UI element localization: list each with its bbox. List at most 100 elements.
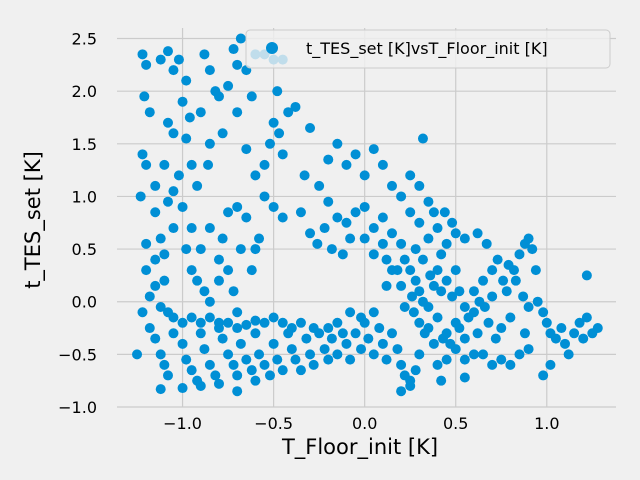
- data-point: [199, 344, 210, 355]
- data-point: [195, 107, 206, 118]
- data-point: [505, 312, 516, 323]
- data-point: [530, 265, 541, 276]
- data-point: [405, 380, 416, 391]
- data-point: [235, 33, 246, 44]
- data-point: [277, 149, 288, 160]
- data-point: [341, 338, 352, 349]
- data-point: [350, 149, 361, 160]
- x-tick-label: −1.0: [163, 414, 202, 433]
- data-point: [459, 372, 470, 383]
- data-point: [441, 275, 452, 286]
- data-point: [419, 328, 430, 339]
- data-points: [132, 33, 603, 397]
- data-point: [159, 275, 170, 286]
- data-point: [514, 249, 525, 260]
- data-point: [423, 196, 434, 207]
- data-point: [305, 123, 316, 134]
- data-point: [232, 107, 243, 118]
- data-point: [217, 333, 228, 344]
- data-point: [386, 180, 397, 191]
- data-point: [241, 319, 252, 330]
- data-point: [326, 333, 337, 344]
- data-point: [410, 275, 421, 286]
- y-axis-label: t_TES_set [K]: [21, 151, 46, 289]
- data-point: [150, 280, 161, 291]
- data-point: [496, 323, 507, 334]
- data-point: [159, 249, 170, 260]
- data-point: [396, 191, 407, 202]
- data-point: [155, 384, 166, 395]
- data-point: [259, 191, 270, 202]
- data-point: [454, 323, 465, 334]
- data-point: [141, 265, 152, 276]
- data-point: [286, 323, 297, 334]
- data-point: [308, 359, 319, 370]
- data-point: [250, 170, 261, 181]
- data-point: [217, 128, 228, 139]
- data-point: [581, 312, 592, 323]
- data-point: [396, 386, 407, 397]
- data-point: [527, 244, 538, 255]
- data-point: [319, 223, 330, 234]
- data-point: [223, 265, 234, 276]
- data-point: [359, 201, 370, 212]
- data-point: [177, 338, 188, 349]
- data-point: [264, 370, 275, 381]
- data-point: [319, 344, 330, 355]
- data-point: [195, 317, 206, 328]
- data-point: [541, 317, 552, 328]
- y-tick-label: 1.0: [72, 187, 97, 206]
- data-point: [186, 265, 197, 276]
- data-point: [144, 323, 155, 334]
- data-point: [592, 323, 603, 334]
- data-point: [141, 59, 152, 70]
- data-point: [332, 349, 343, 360]
- x-axis-label: T_Floor_init [K]: [281, 435, 438, 460]
- data-point: [159, 159, 170, 170]
- data-point: [392, 265, 403, 276]
- data-point: [184, 112, 195, 123]
- data-point: [399, 301, 410, 312]
- y-tick-label: 1.5: [72, 135, 97, 154]
- data-point: [181, 133, 192, 144]
- data-point: [368, 349, 379, 360]
- data-point: [210, 370, 221, 381]
- data-point: [323, 354, 334, 365]
- data-point: [326, 244, 337, 255]
- data-point: [377, 159, 388, 170]
- data-point: [259, 317, 270, 328]
- data-point: [228, 286, 239, 297]
- data-point: [550, 333, 561, 344]
- data-point: [341, 159, 352, 170]
- data-point: [162, 196, 173, 207]
- data-point: [363, 333, 374, 344]
- data-point: [168, 65, 179, 76]
- data-point: [223, 349, 234, 360]
- y-tick-label: 0.5: [72, 240, 97, 259]
- data-point: [459, 233, 470, 244]
- data-point: [181, 75, 192, 86]
- data-point: [408, 307, 419, 318]
- data-point: [381, 280, 392, 291]
- data-point: [514, 349, 525, 360]
- data-point: [277, 365, 288, 376]
- data-point: [445, 338, 456, 349]
- data-point: [195, 328, 206, 339]
- data-point: [241, 144, 252, 155]
- data-point: [578, 333, 589, 344]
- data-point: [254, 233, 265, 244]
- data-point: [155, 349, 166, 360]
- data-point: [396, 359, 407, 370]
- data-point: [492, 254, 503, 265]
- data-point: [417, 133, 428, 144]
- data-point: [368, 307, 379, 318]
- data-point: [150, 254, 161, 265]
- data-point: [301, 333, 312, 344]
- data-point: [213, 254, 224, 265]
- data-point: [295, 317, 306, 328]
- data-point: [356, 344, 367, 355]
- data-point: [481, 238, 492, 249]
- data-point: [177, 96, 188, 107]
- data-point: [168, 128, 179, 139]
